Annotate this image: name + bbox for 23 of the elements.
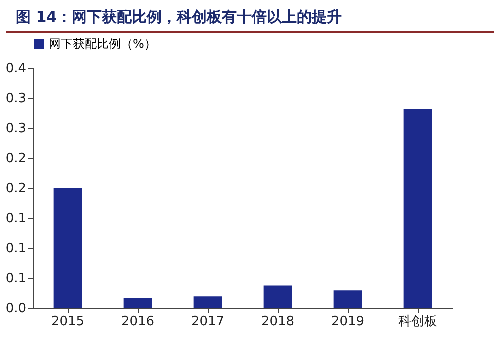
x-tick-label: 2016 [121, 314, 155, 330]
bar [264, 286, 292, 308]
x-tick-label: 2019 [331, 314, 365, 330]
x-tick-label: 科创板 [398, 314, 438, 330]
y-tick-label: 0.3 [6, 122, 26, 136]
y-tick-label: 0.2 [6, 152, 26, 166]
bar [124, 298, 152, 308]
x-tick-label: 2017 [191, 314, 225, 330]
y-tick-label: 0.0 [6, 302, 26, 316]
y-tick-label: 0.4 [6, 62, 26, 76]
bar [334, 290, 362, 308]
y-tick-label: 0.3 [6, 92, 26, 106]
y-tick-label: 0.1 [6, 212, 26, 226]
bar [404, 109, 432, 308]
y-tick-label: 0.1 [6, 242, 26, 256]
bar [54, 188, 82, 308]
y-tick-label: 0.2 [6, 182, 26, 196]
chart-title: 图 14：网下获配比例，科创板有十倍以上的提升 [6, 0, 494, 33]
y-tick-label: 0.1 [6, 272, 26, 286]
bar [194, 296, 222, 308]
x-tick-label: 2018 [261, 314, 295, 330]
x-tick-label: 2015 [51, 314, 85, 330]
legend-label: 网下获配比例（%） [49, 37, 156, 51]
